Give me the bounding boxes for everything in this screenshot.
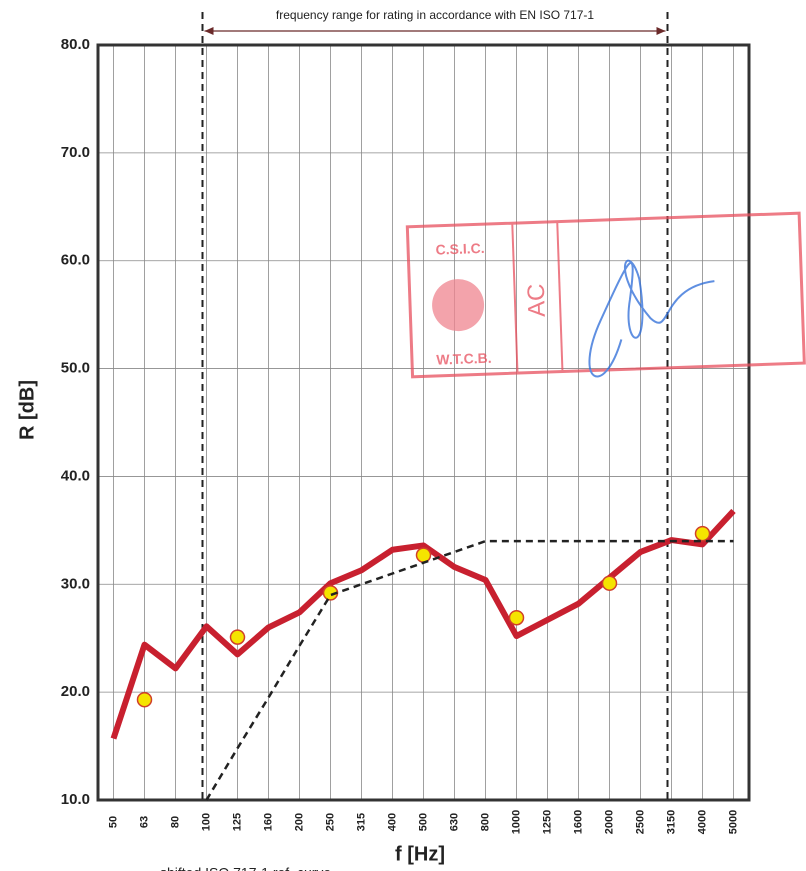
- x-tick-label: 250: [324, 813, 336, 831]
- data-point: [508, 609, 525, 626]
- data-point: [136, 691, 153, 708]
- data-point: [415, 547, 432, 563]
- y-tick-label: 80.0: [61, 36, 90, 53]
- x-axis-label: f [Hz]: [395, 843, 445, 865]
- stamp-text: C.S.I.C.: [435, 240, 485, 258]
- data-point: [694, 525, 711, 542]
- x-tick-label: 125: [231, 813, 243, 831]
- stamp-divider: [556, 221, 564, 372]
- x-tick-label: 1000: [510, 810, 522, 834]
- x-tick-label: 800: [479, 813, 491, 831]
- y-axis-label: R [dB]: [16, 380, 38, 440]
- y-tick-label: 60.0: [61, 252, 90, 269]
- x-tick-label: 315: [355, 813, 367, 831]
- stamp-text: W.T.C.B.: [436, 350, 492, 368]
- x-tick-label: 80: [169, 816, 181, 828]
- stamp: C.S.I.C. W.T.C.B. AC: [405, 211, 806, 379]
- stamp-emblem: [432, 279, 485, 332]
- legend-entry: shifted ISO 717-1 ref. curve: [160, 865, 331, 871]
- signature: [588, 259, 715, 378]
- x-tick-label: 2000: [603, 810, 615, 834]
- data-point: [601, 575, 618, 591]
- y-tick-label: 20.0: [61, 683, 90, 700]
- y-tick-label: 10.0: [61, 791, 90, 808]
- plot-frame: [96, 43, 751, 802]
- y-tick-label: 50.0: [61, 360, 90, 377]
- annotation: frequency range for rating in accordance…: [276, 8, 594, 22]
- x-tick-label: 50: [107, 816, 119, 828]
- x-tick-label: 160: [262, 813, 274, 831]
- x-tick-label: 200: [293, 813, 305, 831]
- stamp-text: AC: [523, 283, 551, 317]
- reference-curve: [205, 539, 734, 801]
- x-tick-label: 1600: [572, 810, 584, 834]
- x-tick-label: 63: [138, 816, 150, 828]
- x-tick-label: 500: [417, 813, 429, 831]
- x-tick-label: 400: [386, 813, 398, 831]
- data-point: [229, 629, 246, 645]
- x-tick-label: 2500: [634, 810, 646, 834]
- measured-curve: [110, 508, 736, 740]
- y-tick-label: 30.0: [61, 575, 90, 592]
- x-tick-label: 1250: [541, 810, 553, 834]
- x-tick-label: 3150: [665, 810, 677, 834]
- x-tick-label: 5000: [727, 810, 739, 834]
- x-tick-label: 630: [448, 813, 460, 831]
- x-tick-label: 4000: [696, 810, 708, 834]
- x-tick-label: 100: [200, 813, 212, 831]
- stamp-divider: [511, 223, 519, 374]
- y-tick-label: 70.0: [61, 144, 90, 161]
- y-tick-label: 40.0: [61, 467, 90, 484]
